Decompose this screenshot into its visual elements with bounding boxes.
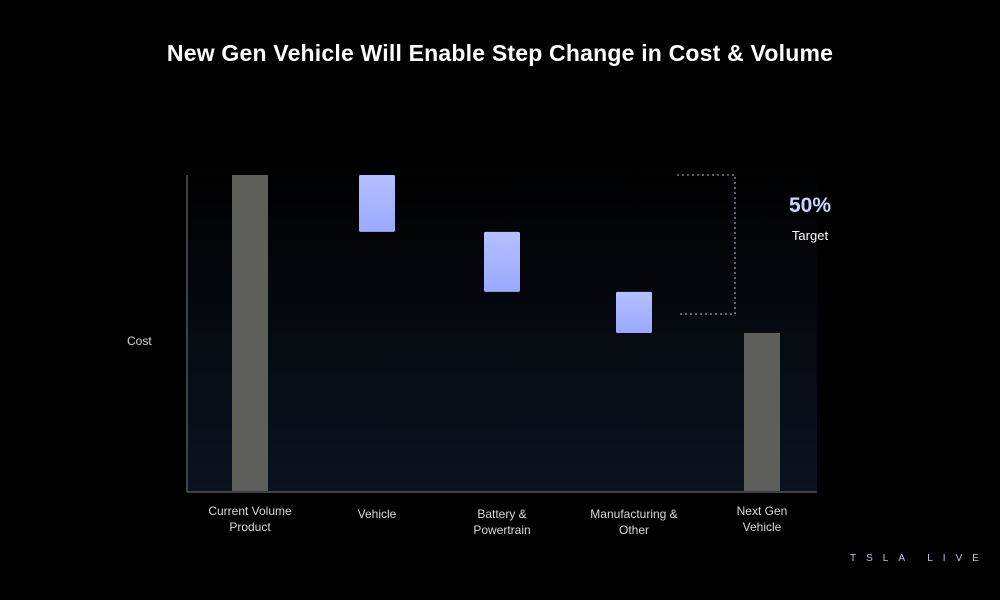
target-percent-label: 50% <box>788 194 832 217</box>
plot-area <box>187 160 817 492</box>
bar-0-total <box>232 175 268 491</box>
brand-watermark: TSLA LIVE <box>850 553 989 564</box>
bar-1-reduction <box>359 175 395 232</box>
x-tick-label-manufacturing-other: Manufacturing & Other <box>590 507 678 537</box>
x-tick-label-current-volume-product: Current Volume Product <box>208 504 292 534</box>
bar-3-reduction <box>616 291 652 333</box>
bar-2-reduction <box>484 231 520 292</box>
x-tick-label-battery-powertrain: Battery & Powertrain <box>473 507 531 537</box>
x-tick-label-next-gen-vehicle: Next Gen Vehicle <box>736 504 788 534</box>
target-label: Target <box>791 228 829 243</box>
bar-4-total <box>744 333 780 491</box>
target-bracket <box>677 174 736 315</box>
y-axis-label: Cost <box>127 334 152 348</box>
x-tick-label-vehicle: Vehicle <box>357 507 397 521</box>
chart-title: New Gen Vehicle Will Enable Step Change … <box>166 40 834 66</box>
